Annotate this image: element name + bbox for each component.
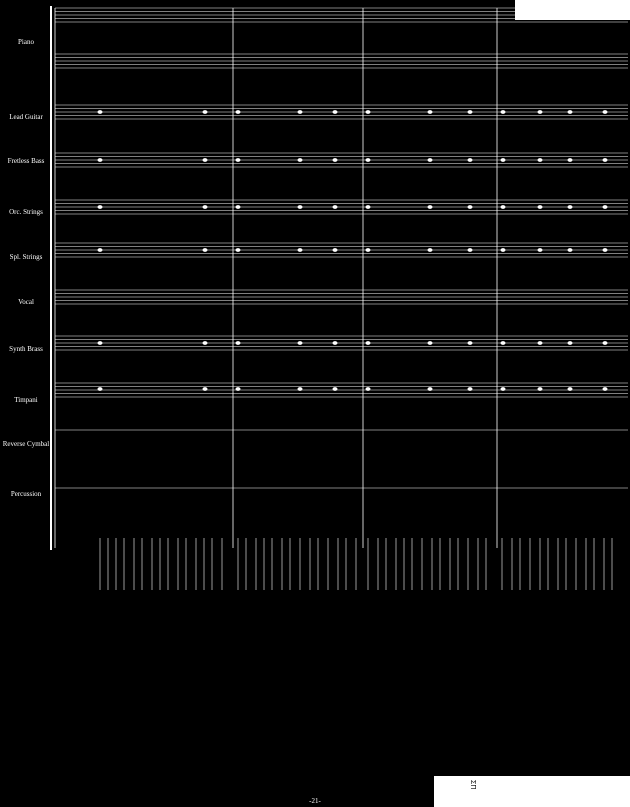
- note-head: [602, 205, 608, 209]
- note-head: [365, 248, 371, 252]
- note-head: [537, 248, 543, 252]
- note-head: [467, 341, 473, 345]
- note-head: [567, 158, 573, 162]
- note-head: [297, 248, 303, 252]
- instrument-label-spl-strings: Spl. Strings: [9, 253, 43, 261]
- logo-stamp: ΣΠ: [469, 780, 476, 790]
- note-head: [537, 158, 543, 162]
- note-head: [602, 387, 608, 391]
- note-head: [537, 387, 543, 391]
- note-head: [567, 248, 573, 252]
- instrument-label-orc-strings: Orc. Strings: [9, 208, 43, 216]
- note-head: [235, 205, 241, 209]
- note-head: [202, 158, 208, 162]
- instrument-label-timpani: Timpani: [14, 396, 38, 404]
- note-head: [97, 248, 103, 252]
- note-head: [97, 205, 103, 209]
- instrument-label-synth-brass: Synth Brass: [9, 345, 43, 353]
- note-head: [202, 205, 208, 209]
- note-head: [365, 341, 371, 345]
- note-head: [602, 110, 608, 114]
- staves: [55, 7, 628, 489]
- note-head: [365, 110, 371, 114]
- note-head: [500, 158, 506, 162]
- note-head: [427, 205, 433, 209]
- note-head: [235, 387, 241, 391]
- note-head: [297, 205, 303, 209]
- note-head: [332, 387, 338, 391]
- note-head: [365, 387, 371, 391]
- note-head: [427, 158, 433, 162]
- note-head: [467, 110, 473, 114]
- note-head: [602, 341, 608, 345]
- instrument-label-piano: Piano: [18, 38, 34, 46]
- note-head: [297, 158, 303, 162]
- note-head: [427, 248, 433, 252]
- note-head: [297, 341, 303, 345]
- barlines: [50, 6, 498, 550]
- note-head: [97, 341, 103, 345]
- note-head: [602, 248, 608, 252]
- note-head: [97, 158, 103, 162]
- paper-corner-bottom: [434, 776, 630, 807]
- note-head: [365, 205, 371, 209]
- note-head: [467, 387, 473, 391]
- note-head: [202, 110, 208, 114]
- note-head: [202, 248, 208, 252]
- note-head: [332, 110, 338, 114]
- notes: [97, 110, 613, 590]
- note-head: [332, 341, 338, 345]
- page-number: -21-: [309, 797, 321, 805]
- note-head: [500, 341, 506, 345]
- note-head: [467, 205, 473, 209]
- note-head: [567, 341, 573, 345]
- note-head: [500, 205, 506, 209]
- instrument-label-lead-guitar: Lead Guitar: [9, 113, 43, 121]
- note-head: [202, 387, 208, 391]
- note-head: [427, 387, 433, 391]
- note-head: [202, 341, 208, 345]
- note-head: [467, 158, 473, 162]
- instrument-label-vocal: Vocal: [18, 298, 34, 306]
- note-head: [500, 110, 506, 114]
- note-head: [602, 158, 608, 162]
- note-head: [332, 205, 338, 209]
- note-head: [235, 248, 241, 252]
- note-head: [332, 248, 338, 252]
- instrument-label-fretless-bass: Fretless Bass: [7, 157, 45, 165]
- note-head: [97, 110, 103, 114]
- note-head: [567, 387, 573, 391]
- note-head: [332, 158, 338, 162]
- note-head: [567, 110, 573, 114]
- note-head: [567, 205, 573, 209]
- instrument-label-percussion: Percussion: [10, 490, 42, 498]
- note-head: [500, 387, 506, 391]
- note-head: [297, 387, 303, 391]
- note-head: [467, 248, 473, 252]
- note-head: [235, 158, 241, 162]
- note-head: [235, 341, 241, 345]
- note-head: [297, 110, 303, 114]
- note-head: [537, 341, 543, 345]
- note-head: [365, 158, 371, 162]
- note-head: [500, 248, 506, 252]
- note-head: [235, 110, 241, 114]
- instrument-label-reverse-cymbal: Reverse Cymbal: [2, 440, 50, 448]
- note-head: [537, 110, 543, 114]
- note-head: [537, 205, 543, 209]
- note-head: [427, 341, 433, 345]
- note-head: [97, 387, 103, 391]
- note-head: [427, 110, 433, 114]
